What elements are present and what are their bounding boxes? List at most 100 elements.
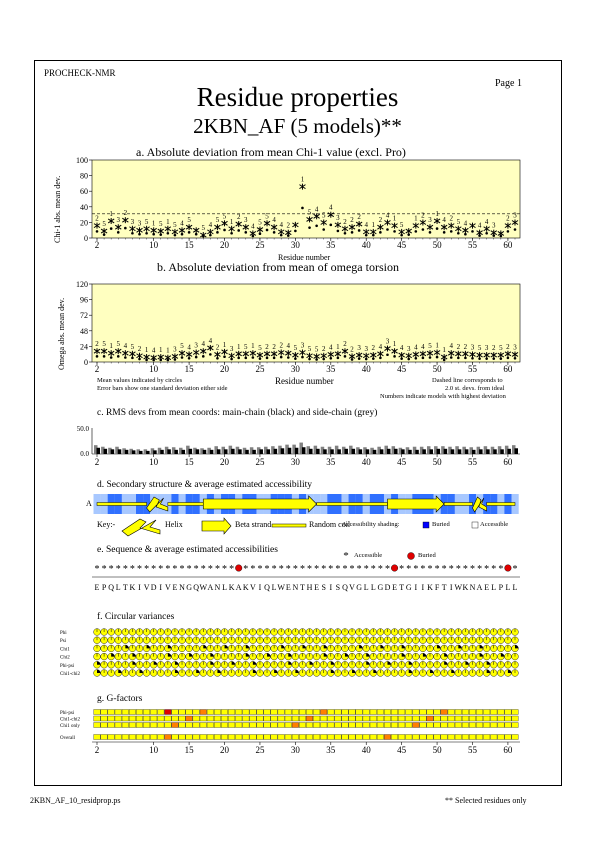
g-factor-cell bbox=[511, 709, 519, 715]
g-factor-cell bbox=[284, 709, 292, 715]
panel-a-xtick-label: 40 bbox=[362, 240, 372, 250]
panel-a-xtick-label: 60 bbox=[503, 240, 513, 250]
panel-a-plot-area bbox=[91, 159, 521, 239]
g-factor-cell bbox=[107, 709, 115, 715]
panel-g-title: g. G-factors bbox=[97, 694, 143, 704]
g-factor-cell bbox=[497, 715, 505, 722]
g-factor-cell bbox=[461, 722, 469, 728]
panel-a-point-arm bbox=[362, 229, 370, 235]
g-factor-cell bbox=[440, 715, 448, 722]
residue-letter: W bbox=[277, 583, 285, 592]
g-factor-cell bbox=[284, 722, 292, 728]
residue-accessible-star: * bbox=[435, 564, 440, 575]
panel-c-xtick-label: 25 bbox=[255, 457, 265, 467]
g-factor-cell bbox=[213, 734, 221, 740]
g-factor-cell bbox=[128, 715, 136, 722]
panel-c-side-chain-bar bbox=[214, 446, 218, 454]
panel-c-ytick-label: 50.0 bbox=[77, 425, 90, 433]
residue-letter: L bbox=[222, 583, 227, 592]
g-factor-cell bbox=[334, 734, 342, 740]
g-factor-cell bbox=[143, 715, 151, 722]
panel-a-model-label: 4 bbox=[329, 204, 333, 212]
panel-a-model-label: 5 bbox=[216, 216, 220, 224]
panel-b-model-label: 5 bbox=[244, 343, 248, 351]
panel-a-model-label: 1 bbox=[152, 219, 156, 227]
g-factor-cell bbox=[483, 722, 491, 728]
residue-accessible-star: * bbox=[151, 564, 156, 575]
panel-b-point-arm bbox=[455, 351, 462, 357]
g-factor-cell bbox=[242, 734, 250, 740]
g-factor-cell bbox=[284, 734, 292, 740]
panel-b-point-arm bbox=[178, 350, 186, 356]
panel-c-main-chain-bar bbox=[103, 448, 108, 454]
panel-b-point-arm bbox=[483, 352, 490, 358]
panel-b-model-label: 5 bbox=[308, 345, 312, 353]
panel-a-model-label: 4 bbox=[478, 222, 482, 230]
g-factor-cell bbox=[327, 709, 335, 715]
g-factor-cell bbox=[284, 715, 292, 722]
panel-b-point-arm bbox=[462, 351, 469, 357]
panel-c-main-chain-bar bbox=[273, 448, 278, 454]
panel-c-main-chain-bar bbox=[139, 450, 143, 454]
panel-b-model-label: 2 bbox=[138, 345, 142, 353]
g-factor-cell bbox=[355, 722, 363, 728]
panel-b-mean-point bbox=[251, 356, 255, 359]
key-shading-label: Accessibility shading: bbox=[342, 521, 400, 528]
panel-a-model-label: 5 bbox=[457, 218, 461, 226]
panel-a-model-label: 2 bbox=[287, 222, 291, 230]
panel-a-model-label: 3 bbox=[138, 219, 142, 227]
panel-a-point-arm bbox=[157, 228, 165, 234]
panel-b-model-label: 1 bbox=[159, 346, 163, 354]
panel-d-coil bbox=[443, 502, 473, 506]
g-factor-cell bbox=[249, 722, 257, 728]
panel-c-side-chain-bar bbox=[164, 446, 169, 454]
panel-a-xtick-label: 25 bbox=[255, 240, 265, 250]
g-factor-cell bbox=[199, 715, 207, 722]
g-factor-cell bbox=[228, 715, 236, 722]
panel-b-model-label: 1 bbox=[393, 340, 397, 348]
g-factor-cell bbox=[426, 715, 434, 722]
legend-accessible-label: Accessible bbox=[354, 552, 383, 559]
g-factor-cell bbox=[178, 722, 186, 728]
panel-c-main-chain-bar bbox=[110, 449, 115, 454]
residue-accessible-star: * bbox=[158, 564, 163, 575]
panel-a-model-label: 4 bbox=[315, 205, 319, 213]
circular-variance-sector bbox=[274, 669, 278, 673]
panel-c-xtick-label: 30 bbox=[291, 457, 301, 467]
residue-accessible-star: * bbox=[300, 564, 305, 575]
panel-b-ytick-label: 0 bbox=[84, 358, 88, 367]
panel-c-side-chain-bar bbox=[434, 446, 438, 454]
panel-b-point-arm bbox=[235, 351, 242, 357]
g-factor-cell bbox=[178, 715, 186, 722]
panel-a-point-arm bbox=[256, 227, 264, 232]
g-factor-cell bbox=[171, 715, 179, 722]
panel-a-point-arm bbox=[185, 224, 193, 230]
panel-a-mean-point bbox=[159, 233, 163, 236]
panel-c-side-chain-bar bbox=[94, 445, 98, 454]
panel-c-side-chain-bar bbox=[171, 447, 176, 454]
residue-accessible-star: * bbox=[250, 564, 255, 575]
panel-b-point-arm bbox=[476, 352, 483, 358]
panel-b-point-arm bbox=[440, 354, 448, 360]
panel-b-mean-point bbox=[187, 356, 191, 360]
panel-b-point-arm bbox=[299, 350, 306, 355]
g-factor-cell bbox=[334, 715, 342, 722]
mean-note: Mean values indicated by circles bbox=[97, 377, 183, 384]
panel-d-strand-arrow bbox=[202, 495, 318, 513]
g-factor-cell bbox=[277, 722, 285, 728]
panel-a-point-arm bbox=[171, 229, 179, 235]
panel-a-xtick-label: 30 bbox=[291, 240, 301, 250]
panel-c-main-chain-bar bbox=[450, 449, 455, 454]
g-factor-cell bbox=[348, 715, 356, 722]
panel-g-xtick-label: 2 bbox=[95, 745, 100, 755]
panel-a-mean-point bbox=[244, 231, 248, 234]
panel-b-mean-point bbox=[513, 356, 517, 360]
residue-accessible-star: * bbox=[350, 564, 355, 575]
panel-c-xtick-label: 60 bbox=[503, 457, 513, 467]
panel-a-point-arm bbox=[405, 228, 413, 234]
g-factor-cell bbox=[476, 715, 484, 722]
panel-a-xtick-label: 45 bbox=[397, 240, 407, 250]
key-accessible-swatch bbox=[471, 521, 479, 529]
panel-c-main-chain-bar bbox=[301, 447, 306, 454]
panel-f-title: f. Circular variances bbox=[97, 612, 175, 622]
